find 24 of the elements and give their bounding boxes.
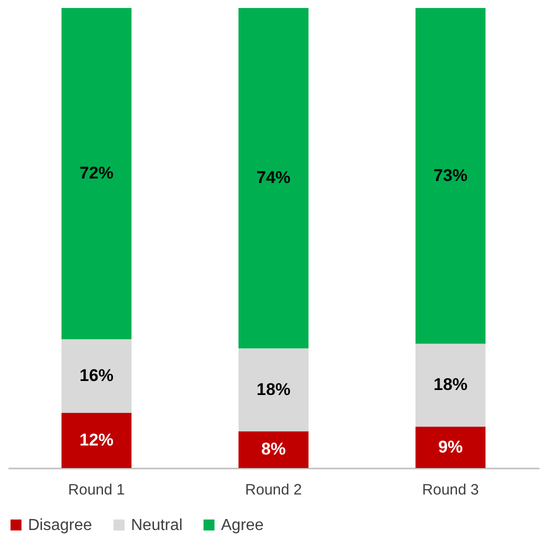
data-label: 74%	[256, 168, 291, 188]
x-tick-label: Round 1	[68, 482, 125, 498]
bar	[62, 8, 132, 340]
data-label: 73%	[433, 166, 468, 185]
bar	[238, 8, 308, 348]
data-label: 9%	[438, 437, 463, 456]
data-label: 18%	[256, 380, 291, 399]
legend-label: Agree	[221, 517, 264, 534]
bar	[238, 431, 308, 468]
data-label: 16%	[79, 366, 114, 385]
data-label: 72%	[79, 164, 114, 183]
legend-label: Neutral	[131, 517, 183, 534]
bar	[62, 412, 132, 468]
x-tick-label: Round 2	[245, 482, 302, 498]
bar	[416, 344, 486, 427]
data-label: 12%	[79, 430, 114, 450]
bar	[416, 8, 486, 344]
bar	[416, 426, 486, 468]
legend-label: Disagree	[28, 517, 92, 534]
x-tick-label: Round 3	[422, 482, 479, 498]
bar	[238, 348, 308, 432]
bar	[62, 339, 132, 413]
data-label: 8%	[261, 440, 286, 459]
data-label: 18%	[433, 375, 468, 394]
